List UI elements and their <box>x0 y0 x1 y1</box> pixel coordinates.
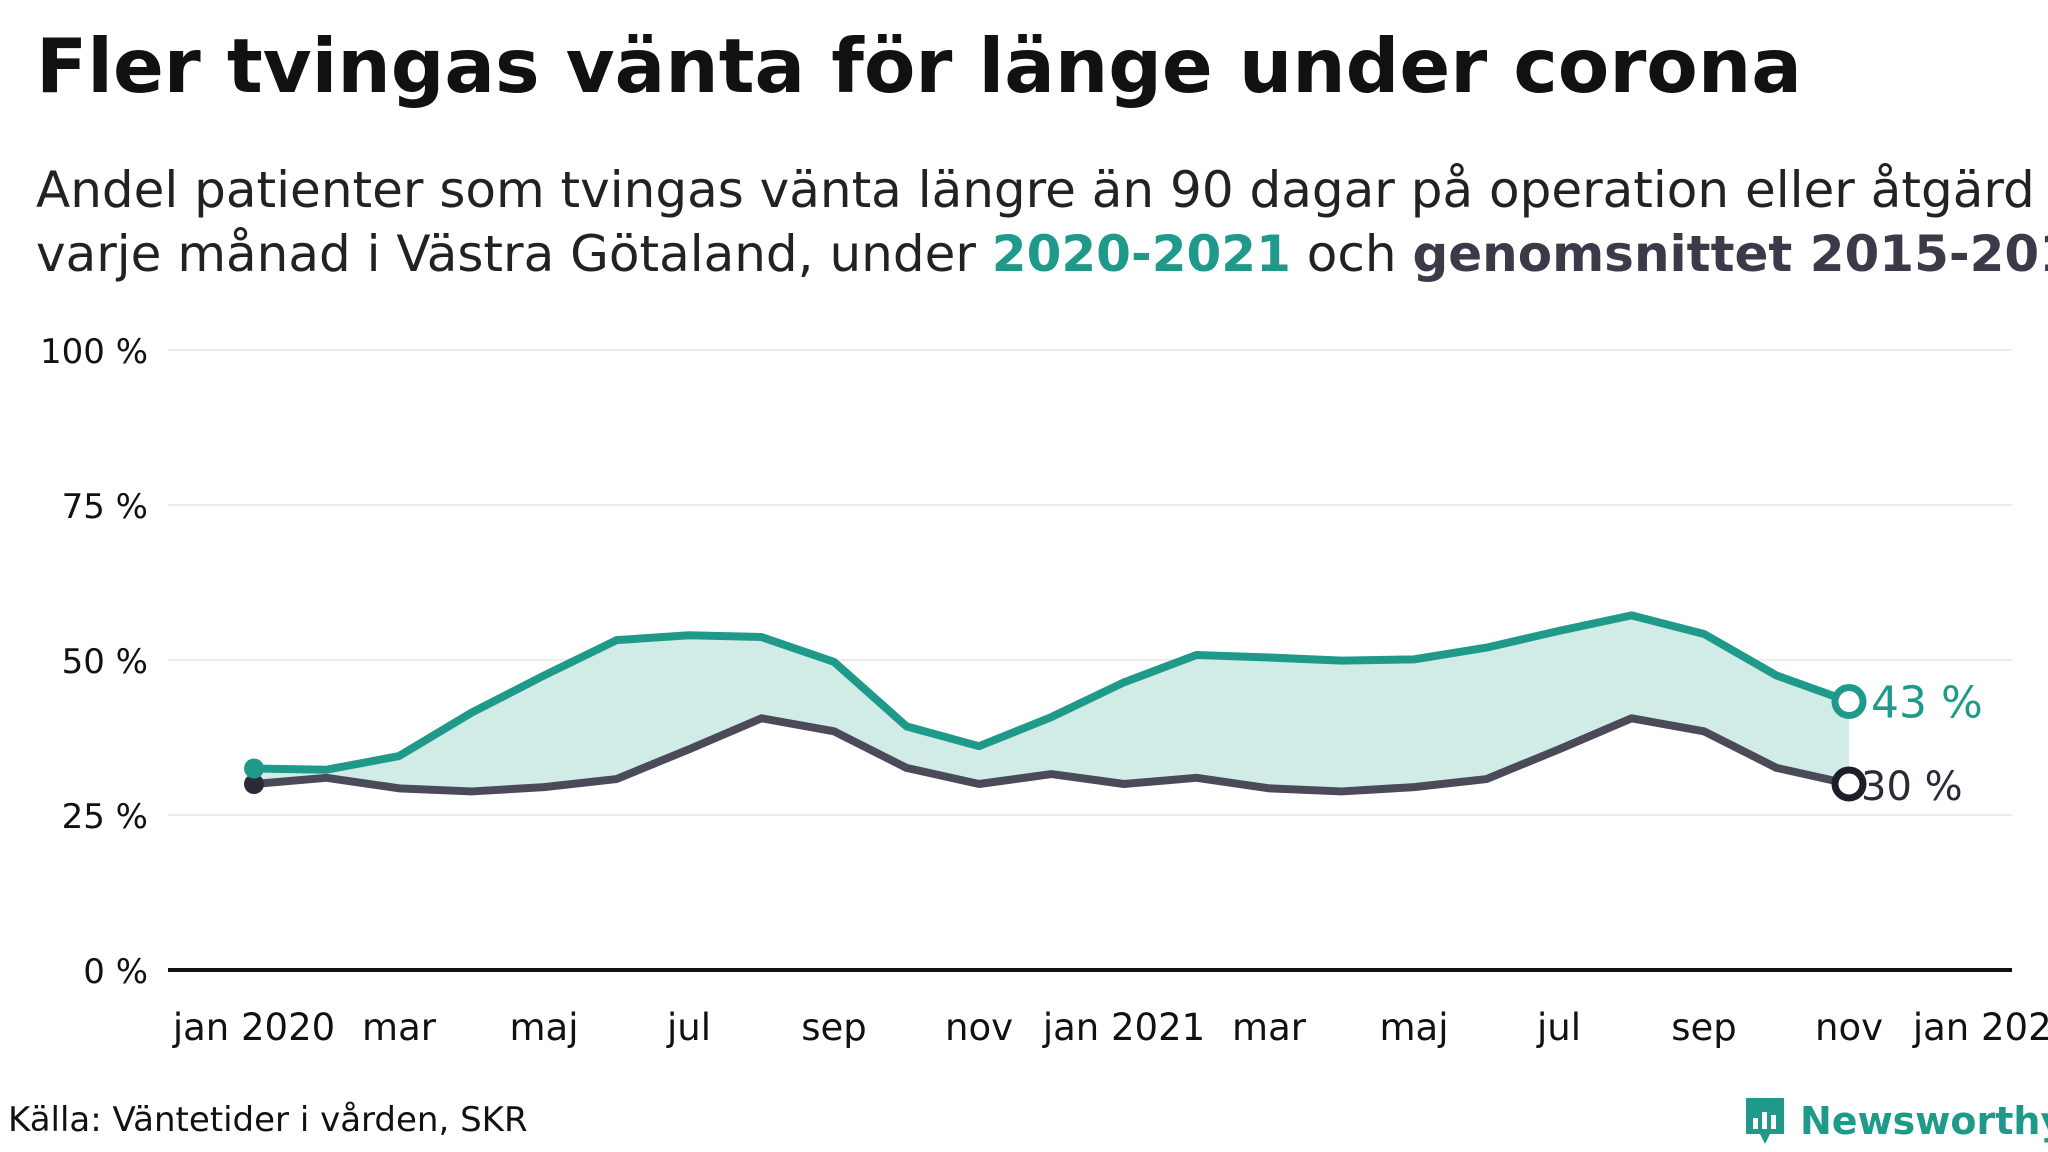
y-tick-label: 50 % <box>62 642 148 682</box>
x-tick-label: jan 2022 <box>1912 1006 2048 1049</box>
grid-lines <box>168 349 2012 816</box>
y-tick-label: 75 % <box>62 487 148 527</box>
subtitle-text-pre: varje månad i Västra Götaland, under <box>36 225 992 283</box>
brand-logo: Newsworthy <box>1742 1094 2048 1148</box>
x-tick-label: nov <box>945 1006 1013 1049</box>
y-tick-label: 25 % <box>62 797 148 837</box>
x-tick-label: jan 2021 <box>1042 1006 1205 1049</box>
subtitle-text-mid: och <box>1290 225 1413 283</box>
x-tick-label: mar <box>362 1006 437 1049</box>
x-tick-label: maj <box>510 1006 579 1049</box>
subtitle-highlight-average: genomsnittet 2015-2019 <box>1412 225 2048 283</box>
y-tick-label: 100 % <box>40 332 148 372</box>
difference-area <box>254 615 1849 792</box>
chart-subtitle: Andel patienter som tvingas vänta längre… <box>36 158 2048 286</box>
subtitle-line-1: Andel patienter som tvingas vänta längre… <box>36 161 2035 219</box>
end-label-current: 43 % <box>1871 678 1983 729</box>
x-tick-label: maj <box>1380 1006 1449 1049</box>
source-note: Källa: Väntetider i vården, SKR <box>8 1100 528 1140</box>
x-tick-label: jan 2020 <box>172 1006 335 1049</box>
chart-title: Fler tvingas vänta för länge under coron… <box>36 22 1802 110</box>
x-tick-label: mar <box>1232 1006 1307 1049</box>
brand-name: Newsworthy <box>1800 1099 2048 1143</box>
x-tick-label: sep <box>1671 1006 1737 1049</box>
y-tick-label: 0 % <box>83 952 148 992</box>
series-points: 43 % 30 % <box>244 678 1983 810</box>
end-point-current <box>1831 684 1867 720</box>
x-tick-label: jul <box>1536 1006 1581 1049</box>
y-axis-ticks: 0 % 25 % 50 % 75 % 100 % <box>40 332 148 992</box>
x-tick-label: nov <box>1815 1006 1883 1049</box>
series-line-average <box>250 714 1853 796</box>
end-point-average <box>1831 766 1867 802</box>
start-point-average <box>244 774 264 794</box>
x-axis-ticks: jan 2020 mar maj jul sep nov jan 2021 mar maj jul… <box>172 1006 2048 1049</box>
subtitle-line-2: varje månad i Västra Götaland, under 202… <box>36 222 2048 286</box>
newsworthy-logo-icon <box>1746 1098 1784 1144</box>
x-tick-label: sep <box>801 1006 867 1049</box>
series-line-current <box>250 611 1853 774</box>
end-label-average: 30 % <box>1861 764 1963 810</box>
series-lines <box>250 611 1853 796</box>
difference-area-shape <box>254 615 1849 792</box>
start-point-current <box>244 758 264 779</box>
x-tick-label: jul <box>666 1006 711 1049</box>
subtitle-highlight-current: 2020-2021 <box>991 225 1291 283</box>
